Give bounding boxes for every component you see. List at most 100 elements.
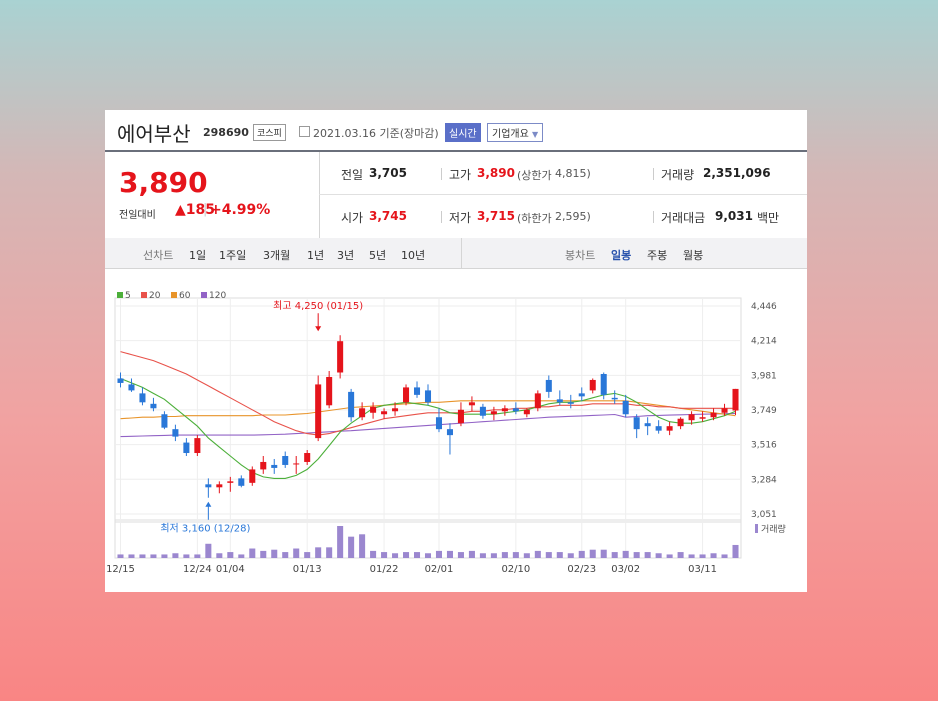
y-tick-label: 4,214 xyxy=(751,337,777,347)
volume-bar xyxy=(249,548,256,558)
chevron-down-icon: ▼ xyxy=(532,130,539,139)
candle-body xyxy=(655,426,662,431)
volume-bar xyxy=(721,554,728,558)
upper-limit-value: 4,815) xyxy=(555,167,591,180)
candle-body xyxy=(468,402,475,406)
volume-bar xyxy=(479,553,486,558)
period-10y[interactable]: 10년 xyxy=(401,249,426,262)
x-tick-label: 01/22 xyxy=(370,564,399,575)
candle-body xyxy=(238,478,245,486)
candle-body xyxy=(666,426,673,431)
stock-header: 에어부산 298690 코스피 2021.03.16 기준(장마감) 실시간 기… xyxy=(105,110,807,152)
down-arrow-icon xyxy=(315,326,322,332)
volume-bar xyxy=(512,552,519,558)
x-tick-label: 12/15 xyxy=(106,564,135,575)
market-badge: 코스피 xyxy=(253,124,286,141)
candle-body xyxy=(677,418,684,427)
candle-body xyxy=(117,378,124,383)
volume-bar xyxy=(457,552,464,558)
volume-bar xyxy=(326,547,333,558)
candle-body xyxy=(227,481,234,483)
candle-body xyxy=(337,341,344,373)
volume-bar xyxy=(666,554,673,558)
volume-bar xyxy=(315,547,322,558)
candle-body xyxy=(545,379,552,392)
candle-daily[interactable]: 일봉 xyxy=(611,249,632,262)
low-label: 저가 xyxy=(449,211,472,225)
candle-body xyxy=(403,387,410,403)
prev-value: 3,705 xyxy=(369,166,407,180)
volume-bar xyxy=(348,536,355,558)
candle-body xyxy=(205,484,212,488)
candle-body xyxy=(534,393,541,409)
legend-label-60: 60 xyxy=(179,291,191,301)
amount-label: 거래대금 xyxy=(661,211,706,225)
candle-body xyxy=(381,411,388,415)
candle-body xyxy=(216,484,223,488)
candle-body xyxy=(348,391,355,418)
change-separator: | xyxy=(203,202,208,217)
candle-body xyxy=(161,414,168,428)
candle-body xyxy=(282,455,289,465)
line-chart-label: 선차트 xyxy=(143,249,174,262)
volume-bar xyxy=(699,554,706,558)
period-3m[interactable]: 3개월 xyxy=(263,249,291,262)
period-3y[interactable]: 3년 xyxy=(337,249,355,262)
candle-body xyxy=(172,429,179,437)
volume-bar xyxy=(139,554,146,558)
company-overview-dropdown[interactable]: 기업개요 ▼ xyxy=(487,123,544,142)
y-tick-label: 3,051 xyxy=(751,510,777,520)
period-5y[interactable]: 5년 xyxy=(369,249,387,262)
candle-body xyxy=(501,408,508,412)
volume-bar xyxy=(688,554,695,558)
volume-bar xyxy=(732,544,739,558)
change-amount: 185 xyxy=(185,202,216,218)
x-tick-label: 03/11 xyxy=(688,564,717,575)
period-1w[interactable]: 1주일 xyxy=(219,249,247,262)
candle-monthly[interactable]: 월봉 xyxy=(683,249,704,262)
candle-body xyxy=(578,393,585,397)
volume-bar xyxy=(194,554,201,558)
x-tick-label: 01/13 xyxy=(293,564,322,575)
high-label: 고가 xyxy=(449,168,472,182)
volume-bar xyxy=(128,554,135,558)
candle-body xyxy=(260,461,267,470)
candle-body xyxy=(633,417,640,430)
legend-label-120: 120 xyxy=(209,291,226,301)
candle-body xyxy=(710,412,717,418)
divider xyxy=(441,168,442,180)
volume-bar xyxy=(413,552,421,558)
ma120-line xyxy=(120,412,736,438)
y-tick-label: 3,516 xyxy=(751,441,777,451)
high-value: 3,890 xyxy=(477,166,515,180)
divider xyxy=(319,194,807,195)
volume-bar xyxy=(534,550,541,558)
volume-bar xyxy=(172,553,179,558)
candle-body xyxy=(622,400,629,415)
chart-toolbar: 선차트 1일 1주일 3개월 1년 3년 5년 10년 봉차트 일봉 주봉 월봉 xyxy=(105,238,807,269)
realtime-button[interactable]: 실시간 xyxy=(445,123,481,142)
volume-bar xyxy=(216,553,223,558)
current-price: 3,890 xyxy=(119,166,208,199)
x-tick-label: 01/04 xyxy=(216,564,245,575)
calendar-icon xyxy=(299,126,310,137)
candle-weekly[interactable]: 주봉 xyxy=(647,249,668,262)
candle-body xyxy=(512,408,519,412)
legend-label-5: 5 xyxy=(125,291,131,301)
x-tick-label: 12/24 xyxy=(183,564,212,575)
company-overview-label: 기업개요 xyxy=(492,129,529,140)
candle-body xyxy=(370,406,377,413)
period-1y[interactable]: 1년 xyxy=(307,249,325,262)
volume-bar xyxy=(271,549,278,558)
candle-body xyxy=(457,409,464,424)
period-1d[interactable]: 1일 xyxy=(189,249,207,262)
candle-body xyxy=(424,390,432,403)
candle-body xyxy=(699,417,706,419)
volume-bar xyxy=(710,553,717,558)
volume-bar xyxy=(392,553,399,558)
volume-bar xyxy=(424,553,432,558)
candle-body xyxy=(194,438,201,454)
price-panel: 3,890 전일대비 ▲185 | +4.99% 전일 3,705 고가 3,8… xyxy=(105,152,807,239)
high-annotation: 최고 4,250 (01/15) xyxy=(273,300,363,312)
candle-body xyxy=(644,423,651,427)
